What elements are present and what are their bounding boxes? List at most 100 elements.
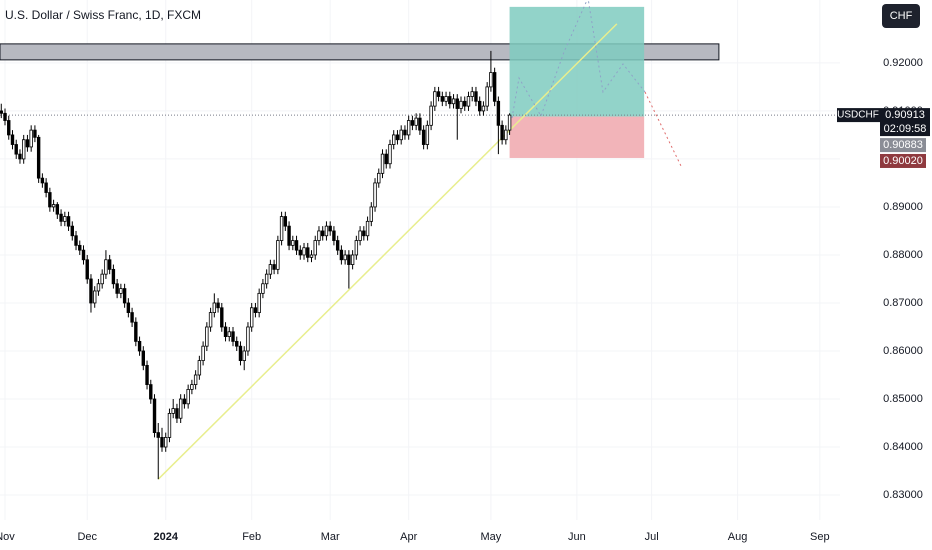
candle-body bbox=[384, 153, 388, 165]
candle-body bbox=[463, 100, 467, 107]
candle-body bbox=[7, 120, 11, 136]
last-price-tag bbox=[880, 108, 930, 137]
candle-body bbox=[436, 91, 441, 97]
candle-body bbox=[44, 182, 48, 193]
candle-body bbox=[48, 192, 52, 208]
candle-body bbox=[104, 259, 108, 275]
currency-button[interactable] bbox=[882, 4, 920, 28]
candle-body bbox=[287, 225, 291, 246]
candle-body bbox=[246, 326, 250, 352]
candle-body bbox=[298, 249, 302, 256]
x-tick-label: Sep bbox=[810, 531, 830, 543]
candle-body bbox=[421, 129, 426, 145]
x-tick-label: May bbox=[481, 531, 502, 543]
candle-body bbox=[167, 413, 172, 438]
candle-body bbox=[392, 134, 396, 145]
candle-body bbox=[440, 96, 445, 102]
candle-body bbox=[149, 384, 153, 400]
candle-body bbox=[306, 247, 310, 258]
candle-body bbox=[156, 432, 160, 438]
candle-body bbox=[63, 216, 67, 222]
candle-body bbox=[111, 268, 116, 285]
candle-body bbox=[238, 345, 243, 361]
candle-body bbox=[25, 139, 30, 148]
candle-body bbox=[380, 153, 385, 174]
candle-body bbox=[403, 129, 407, 136]
candle-body bbox=[272, 264, 276, 270]
candle-body bbox=[66, 216, 71, 227]
x-tick-label: Jul bbox=[645, 531, 659, 543]
candle-body bbox=[414, 117, 418, 126]
candle-body bbox=[362, 230, 366, 237]
candle-body bbox=[313, 240, 317, 256]
candle-body bbox=[227, 331, 231, 337]
projection-path bbox=[511, 0, 646, 119]
candle-body bbox=[466, 96, 471, 107]
candle-body bbox=[485, 86, 489, 107]
projection-drop bbox=[644, 91, 683, 169]
candle-body bbox=[294, 240, 299, 251]
x-tick-label: Mar bbox=[321, 531, 340, 543]
candle-body bbox=[216, 302, 220, 309]
candle-body bbox=[489, 72, 493, 88]
candle-body bbox=[283, 216, 288, 227]
candle-body bbox=[354, 240, 359, 256]
candle-body bbox=[134, 321, 138, 342]
candle-body bbox=[40, 177, 45, 184]
candle-body bbox=[231, 331, 235, 342]
candle-body bbox=[130, 312, 134, 323]
time-axis bbox=[0, 520, 840, 550]
candle-body bbox=[212, 302, 217, 313]
candle-body bbox=[328, 225, 332, 232]
stop-label: 0.90020 bbox=[883, 155, 923, 167]
candle-body bbox=[332, 230, 336, 241]
candle-body bbox=[164, 437, 168, 448]
candle-body bbox=[429, 105, 433, 126]
candle-body bbox=[126, 302, 131, 313]
candle-body bbox=[235, 340, 239, 347]
y-tick-label: 0.88000 bbox=[883, 249, 923, 261]
currency-label[interactable]: CHF bbox=[890, 10, 913, 22]
candle-body bbox=[223, 326, 228, 337]
candle-body bbox=[335, 240, 340, 251]
candle-body bbox=[261, 283, 265, 294]
y-tick-label: 0.85000 bbox=[883, 393, 923, 405]
candle-body bbox=[249, 307, 254, 328]
stop-tag bbox=[880, 153, 926, 168]
candle-body bbox=[492, 72, 497, 102]
candle-body bbox=[29, 129, 33, 148]
candle-body bbox=[350, 254, 355, 265]
candle-body bbox=[291, 240, 295, 246]
candle-body bbox=[324, 225, 329, 237]
entry-label: 0.90883 bbox=[883, 139, 923, 151]
candle-body bbox=[253, 307, 258, 313]
candle-body bbox=[186, 388, 190, 405]
candle-body bbox=[119, 288, 123, 294]
y-tick-label: 0.86000 bbox=[883, 345, 923, 357]
candle-body bbox=[264, 273, 269, 285]
y-tick-label: 0.89000 bbox=[883, 201, 923, 213]
candle-body bbox=[448, 96, 452, 105]
candle-body bbox=[3, 112, 7, 121]
candle-body bbox=[504, 129, 508, 141]
candle-body bbox=[122, 288, 127, 304]
candle-body bbox=[507, 114, 512, 131]
candle-body bbox=[141, 350, 146, 366]
candle-body bbox=[78, 244, 82, 251]
candle-body bbox=[406, 120, 411, 136]
candle-body bbox=[0, 110, 3, 114]
target-area bbox=[509, 6, 645, 117]
candle-body bbox=[89, 278, 93, 304]
candle-body bbox=[81, 249, 86, 261]
y-tick-label: 0.83000 bbox=[883, 489, 923, 501]
candle-body bbox=[343, 254, 347, 261]
candle-body bbox=[373, 182, 377, 208]
candle-body bbox=[51, 204, 56, 208]
candle-body bbox=[100, 273, 104, 285]
candle-body bbox=[455, 98, 459, 109]
price-axis bbox=[840, 0, 932, 550]
symbol-label: USDCHF bbox=[837, 110, 879, 121]
candle-body bbox=[459, 100, 463, 109]
candle-body bbox=[59, 213, 63, 222]
